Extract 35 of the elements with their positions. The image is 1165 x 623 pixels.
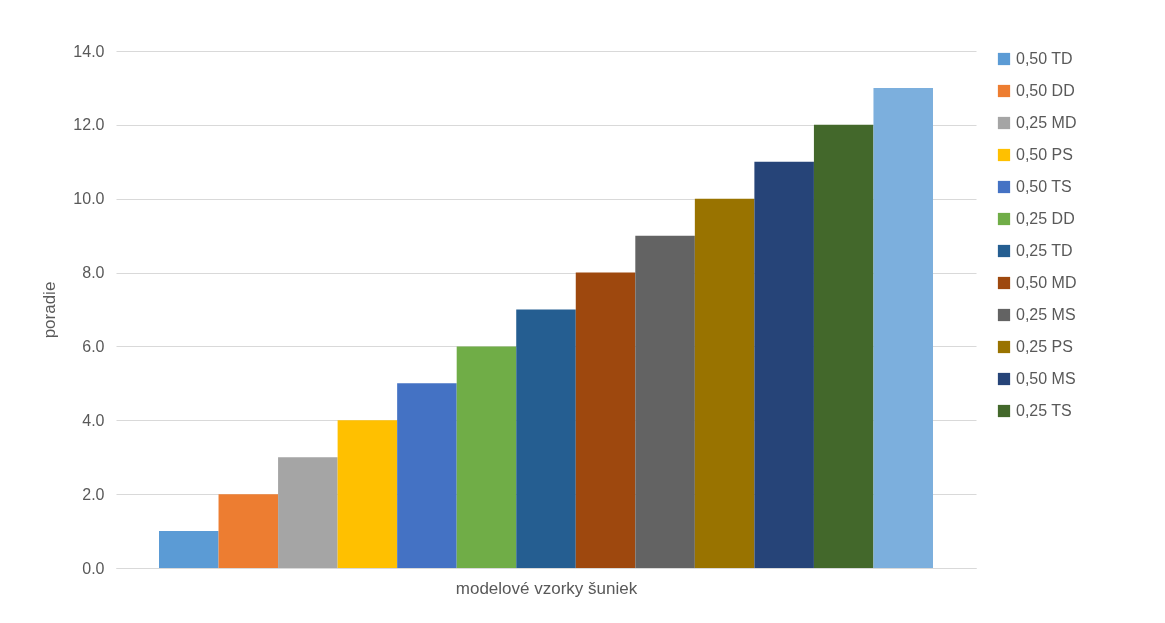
y-tick-label: 12.0 — [73, 116, 105, 134]
bar — [218, 494, 279, 568]
legend-label: 0,50 TS — [1016, 178, 1072, 195]
legend-label: 0,25 MD — [1016, 114, 1077, 131]
bar — [278, 457, 338, 568]
y-tick-label: 2.0 — [82, 485, 105, 503]
bar — [873, 87, 933, 568]
bar — [159, 531, 219, 568]
bar — [635, 235, 695, 568]
bar — [516, 309, 576, 568]
y-axis-title: poradie — [40, 281, 60, 339]
legend-label: 0,25 DD — [1016, 210, 1075, 227]
bar — [456, 346, 517, 568]
legend-label: 0,25 MS — [1016, 306, 1076, 323]
y-tick-label: 0.0 — [82, 559, 105, 577]
y-tick-label: 4.0 — [82, 411, 105, 429]
x-axis-title: modelové vzorky šuniek — [455, 578, 638, 598]
legend-label: 0,50 DD — [1016, 82, 1075, 99]
legend-label: 0,50 TD — [1016, 50, 1073, 67]
legend-label: 0,25 PS — [1016, 338, 1073, 355]
y-tick-label: 14.0 — [73, 42, 105, 60]
bar — [337, 420, 398, 568]
legend-label: 0,25 TS — [1016, 402, 1072, 419]
legend-label: 0,50 MD — [1016, 274, 1077, 291]
bar — [694, 198, 755, 568]
legend-label: 0,50 MS — [1016, 370, 1076, 387]
bar — [575, 272, 636, 568]
bar — [754, 161, 814, 568]
y-tick-label: 6.0 — [82, 337, 105, 355]
bar — [813, 124, 874, 568]
bar — [397, 383, 457, 568]
legend-label: 0,25 TD — [1016, 242, 1073, 259]
legend-label: 0,50 PS — [1016, 146, 1073, 163]
y-tick-label: 10.0 — [73, 190, 105, 208]
y-tick-label: 8.0 — [82, 264, 105, 282]
